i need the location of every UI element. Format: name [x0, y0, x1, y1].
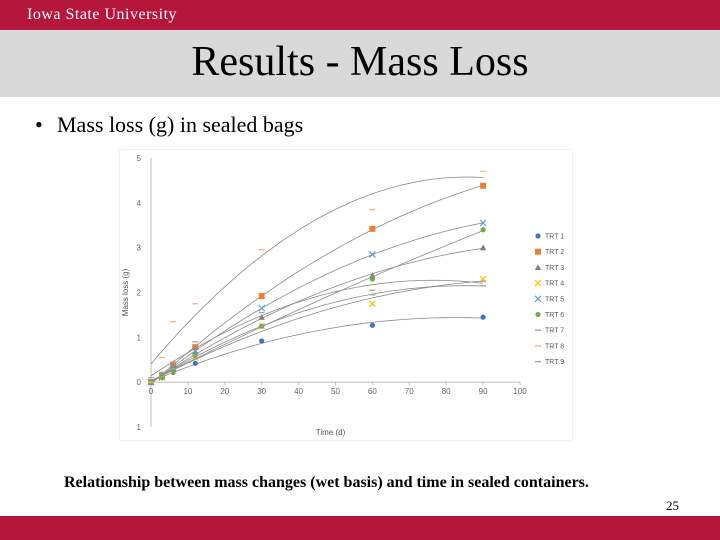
bottom-brand-bar — [0, 516, 720, 540]
data-point-trt-2 — [192, 344, 199, 351]
x-tick-label: 70 — [405, 387, 414, 396]
trendline-trt-2 — [150, 185, 484, 385]
legend-marker-trt-3 — [534, 264, 542, 270]
legend-marker-trt-5 — [534, 295, 542, 303]
x-tick-label: 30 — [257, 387, 266, 396]
legend-marker-trt-4 — [534, 279, 542, 287]
legend-label-trt-9: TRT 9 — [545, 359, 564, 366]
data-point-trt-3 — [258, 313, 265, 320]
x-tick-label: 50 — [331, 387, 340, 396]
data-point-trt-2 — [170, 362, 177, 369]
x-tick-label: 80 — [442, 387, 451, 396]
legend-marker-trt-2 — [535, 248, 541, 255]
trendline-trt-7 — [150, 285, 484, 383]
legend-label-trt-5: TRT 5 — [545, 296, 564, 303]
data-point-trt-5 — [191, 347, 199, 355]
legend-marker-trt-6 — [535, 311, 541, 318]
data-point-trt-6 — [480, 227, 486, 233]
legend-label-trt-3: TRT 3 — [545, 265, 564, 272]
y-tick-label: 1 — [137, 333, 142, 342]
mass-loss-chart: 0 10 20 30 40 50 60 70 80 90 100 1 0 1 2 3 4 5 Time (d) Mas… — [120, 150, 572, 440]
y-tick-label: 5 — [137, 154, 142, 163]
data-point-trt-2 — [258, 293, 265, 300]
y-tick-label: 4 — [137, 199, 142, 208]
slide-title: Results - Mass Loss — [191, 39, 529, 85]
data-point-trt-1 — [480, 314, 486, 320]
title-band — [0, 30, 720, 97]
trendline-trt-1 — [150, 317, 484, 382]
data-point-trt-4 — [368, 300, 376, 308]
trendline-trt-3 — [150, 247, 484, 383]
x-tick-label: 0 — [149, 387, 154, 396]
data-point-trt-3 — [479, 244, 487, 251]
y-tick-label: 2 — [137, 289, 142, 298]
x-tick-label: 100 — [513, 387, 527, 396]
y-tick-label: 1 — [137, 423, 142, 432]
bullet-item: • Mass loss (g) in sealed bags — [35, 112, 303, 138]
data-point-trt-3 — [369, 272, 376, 279]
page-number: 25 — [666, 498, 679, 513]
legend-label-trt-2: TRT 2 — [545, 249, 564, 256]
data-point-trt-6 — [369, 276, 375, 282]
bullet-dot-icon: • — [35, 112, 43, 137]
trendline-trt-9 — [150, 279, 484, 377]
data-point-trt-5 — [368, 250, 376, 258]
trendline-trt-8 — [150, 176, 484, 365]
y-tick-label: 0 — [137, 378, 142, 387]
data-point-trt-2 — [480, 182, 487, 189]
data-point-trt-1 — [259, 338, 265, 344]
y-tick-label: 3 — [137, 244, 142, 253]
legend-label-trt-8: TRT 8 — [545, 343, 564, 350]
figure-caption: Relationship between mass changes (wet b… — [64, 474, 589, 491]
legend-label-trt-1: TRT 1 — [545, 234, 564, 241]
bullet-text: Mass loss (g) in sealed bags — [57, 112, 304, 137]
data-point-trt-1 — [192, 360, 198, 366]
university-wordmark: Iowa State University — [27, 6, 178, 23]
data-point-trt-1 — [369, 322, 375, 328]
x-tick-label: 60 — [368, 387, 377, 396]
legend-marker-trt-1 — [535, 233, 541, 239]
x-axis-label: Time (d) — [316, 428, 346, 437]
x-tick-label: 90 — [479, 387, 488, 396]
legend-label-trt-4: TRT 4 — [545, 281, 564, 288]
legend-label-trt-6: TRT 6 — [545, 312, 564, 319]
data-point-trt-5 — [479, 219, 487, 227]
data-point-trt-5 — [258, 304, 266, 312]
x-tick-label: 20 — [220, 387, 229, 396]
top-brand-bar: Iowa State University — [0, 0, 720, 30]
trendline-trt-5 — [150, 222, 484, 384]
y-axis-label: Mass loss (g) — [121, 268, 130, 316]
legend-label-trt-7: TRT 7 — [545, 328, 564, 335]
x-tick-label: 10 — [183, 387, 192, 396]
trendline-trt-6 — [150, 230, 484, 382]
x-tick-label: 40 — [294, 387, 303, 396]
data-point-trt-2 — [369, 225, 376, 232]
